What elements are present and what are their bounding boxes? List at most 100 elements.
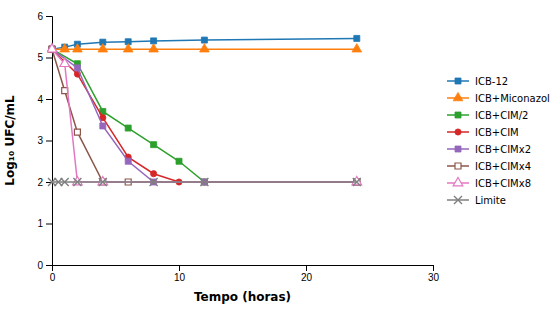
point — [100, 123, 106, 129]
legend-label: ICB+CIMx2 — [475, 144, 531, 155]
legend-item: ICB+CIM — [447, 127, 519, 138]
legend-marker — [455, 129, 461, 135]
legend-marker — [455, 163, 461, 169]
point — [151, 171, 157, 177]
legend: ICB-12 ICB+Miconazol ICB+CIM/2 ICB+CIM ICB+C… — [447, 76, 550, 206]
tick-label: 1 — [37, 218, 43, 229]
series-markers — [47, 44, 361, 52]
tick: 5 — [37, 52, 52, 63]
series-line — [52, 49, 357, 182]
tick-mark — [306, 265, 307, 271]
tick: 4 — [37, 94, 52, 105]
point — [354, 35, 360, 41]
tick-label: 0 — [50, 272, 56, 283]
point — [353, 178, 361, 186]
legend-item: ICB-12 — [447, 76, 508, 87]
tick-mark — [179, 265, 180, 271]
point — [73, 44, 83, 52]
legend-marker — [453, 92, 463, 100]
legend-marker — [455, 78, 461, 84]
legend-item: ICB+CIMx4 — [447, 161, 531, 172]
y-axis-title: Log₁₀ UFC/mL — [3, 95, 17, 186]
point — [74, 129, 80, 135]
axis-line — [53, 266, 434, 272]
point — [125, 125, 131, 131]
tick: 0 — [50, 265, 56, 283]
legend-marker — [454, 196, 462, 204]
tick-label: 10 — [174, 272, 186, 283]
series-group — [47, 35, 361, 186]
point — [60, 44, 70, 52]
tick-mark — [433, 265, 434, 271]
point — [176, 158, 182, 164]
series-markers — [49, 46, 360, 185]
series-markers — [48, 178, 361, 186]
plot-area: 0 10 20 30 0 1 2 3 4 5 6 — [37, 11, 439, 283]
axis-line — [46, 17, 53, 266]
tick-mark — [46, 16, 52, 17]
series-markers — [49, 35, 360, 52]
legend-item: ICB+Miconazol — [447, 92, 550, 103]
point — [201, 37, 207, 43]
tick: 3 — [37, 135, 52, 146]
legend-item: ICB+CIMx2 — [447, 144, 531, 155]
tick: 0 — [37, 260, 52, 271]
point — [73, 178, 81, 186]
legend-label: ICB+CIM/2 — [475, 110, 528, 121]
tick-label: 20 — [301, 272, 313, 283]
legend-item: ICB+CIMx8 — [447, 177, 531, 188]
tick: 2 — [37, 177, 52, 188]
tick: 6 — [37, 11, 52, 22]
legend-label: ICB+CIMx4 — [475, 161, 531, 172]
legend-marker — [455, 112, 461, 118]
point — [60, 58, 70, 66]
tick-mark — [46, 224, 52, 225]
tick: 1 — [37, 218, 52, 229]
tick-mark — [46, 265, 52, 266]
point — [123, 44, 133, 52]
series-line — [52, 49, 357, 182]
tick-mark — [46, 58, 52, 59]
point — [151, 142, 157, 148]
legend-marker — [453, 177, 463, 185]
legend-label: Limite — [475, 195, 506, 206]
point — [47, 44, 57, 52]
tick-mark — [46, 99, 52, 100]
point — [149, 44, 159, 52]
tick: 20 — [301, 265, 313, 283]
tick-label: 30 — [428, 272, 440, 283]
tick-label: 3 — [37, 135, 43, 146]
series-markers — [49, 46, 360, 185]
chart: 01020300123456Tempo (horas)Log₁₀ UFC/mLI… — [0, 0, 551, 309]
point — [99, 178, 107, 186]
legend-label: ICB-12 — [475, 76, 508, 87]
legend-label: ICB+Miconazol — [475, 93, 550, 104]
point — [74, 65, 80, 71]
tick: 30 — [428, 265, 440, 283]
point — [200, 178, 208, 186]
legend-label: ICB+CIM — [475, 127, 519, 138]
series-line — [52, 49, 357, 182]
point — [98, 44, 108, 52]
point — [352, 44, 362, 52]
tick-label: 4 — [37, 94, 43, 105]
tick-mark — [46, 141, 52, 142]
legend-item: ICB+CIM/2 — [447, 110, 528, 121]
point — [61, 178, 69, 186]
series-markers — [47, 44, 361, 185]
point — [200, 44, 210, 52]
tick-label: 2 — [37, 177, 43, 188]
tick-label: 0 — [37, 260, 43, 271]
x-axis: 0 10 20 30 — [50, 265, 440, 283]
series-markers — [49, 46, 360, 185]
point — [125, 158, 131, 164]
tick-label: 6 — [37, 11, 43, 22]
legend-label: ICB+CIMx8 — [475, 178, 531, 189]
tick-label: 5 — [37, 52, 43, 63]
series-line — [52, 49, 357, 182]
point — [47, 44, 57, 52]
legend-marker — [455, 146, 461, 152]
legend-item: Limite — [447, 195, 506, 206]
point — [150, 178, 158, 186]
series-markers — [49, 46, 360, 185]
